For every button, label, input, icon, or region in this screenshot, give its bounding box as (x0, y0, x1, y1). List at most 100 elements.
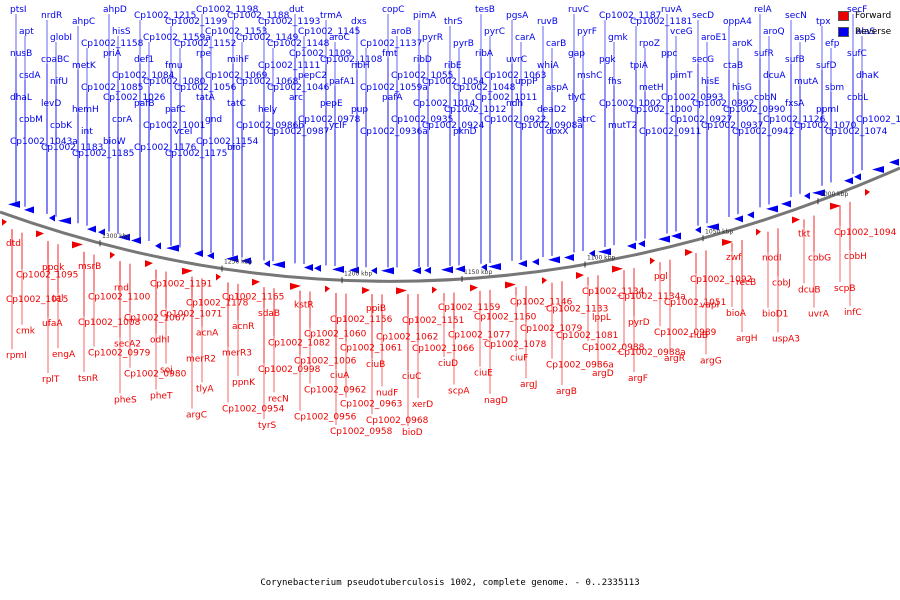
reverse-gene-arrow (314, 264, 321, 272)
forward-gene-label: Cp1002_1134a (618, 292, 686, 302)
scale-label: 1250 kbp (224, 259, 252, 266)
forward-gene-label: Cp1002_1100 (88, 293, 151, 303)
forward-gene-label: rluB (690, 331, 708, 341)
reverse-gene-arrow (24, 206, 34, 214)
reverse-gene-label: Cp1002_1193 (258, 17, 320, 27)
reverse-gene-arrow (118, 233, 130, 241)
reverse-gene-label: ruvA (661, 5, 683, 15)
forward-gene-label: Cp1002_1008 (78, 318, 141, 328)
forward-gene-label: nodI (762, 254, 782, 264)
forward-gene-arrow (792, 216, 800, 224)
forward-gene-label: engA (52, 350, 76, 360)
reverse-gene-arrow (518, 260, 527, 268)
forward-gene-arrow (290, 282, 301, 290)
forward-gene-arrow (576, 272, 584, 280)
forward-gene-label: ciuB (366, 360, 385, 370)
reverse-gene-label: Cp1002_1070 (794, 121, 857, 131)
reverse-gene-label: pepC2 (298, 71, 327, 81)
reverse-gene-label: vceG (670, 27, 693, 37)
reverse-gene-label: Cp1002_1108 (320, 55, 383, 65)
reverse-gene-label: pup (351, 105, 368, 115)
reverse-gene-label: tlyC (568, 93, 586, 103)
reverse-gene-label: Cp1002_1188 (227, 11, 290, 21)
reverse-gene-label: cobK (50, 121, 73, 131)
reverse-gene-label: dhaK (856, 71, 880, 81)
reverse-gene-label: Cp1002_1198 (196, 5, 259, 15)
reverse-gene-label: Cp1002_1159a (143, 33, 211, 43)
reverse-gene-label: Cp1002_0911 (639, 127, 701, 137)
forward-gene-label: vapI (700, 300, 719, 310)
forward-gene-label: argJ (520, 380, 537, 390)
forward-gene-label: kstR (294, 301, 314, 311)
reverse-gene-label: Cp1002_1152 (174, 39, 236, 49)
reverse-gene-arrow (706, 223, 719, 231)
reverse-gene-label: aroQ (763, 27, 785, 37)
reverse-gene-label: csdA (19, 71, 41, 81)
reverse-gene-label: aroB (391, 27, 412, 37)
reverse-gene-label: Cp1002_1080 (143, 77, 206, 87)
reverse-gene-arrow (349, 266, 359, 274)
forward-gene-label: bioD1 (762, 310, 788, 320)
reverse-gene-arrow (304, 264, 313, 272)
reverse-gene-label: tpx (816, 17, 831, 27)
reverse-gene-label: tpiA (630, 61, 649, 71)
legend-item-reverse: Reverse (838, 24, 898, 40)
forward-gene-arrow (830, 202, 841, 210)
reverse-gene-label: pimA (413, 11, 437, 21)
scale-label: 1050 kbp (705, 228, 733, 235)
forward-gene-label: Cp1002_0968 (366, 416, 429, 426)
forward-gene-label: argC (186, 411, 207, 421)
forward-gene-arrow (756, 228, 761, 236)
reverse-gene-label: nusB (10, 49, 32, 59)
reverse-gene-arrow (381, 267, 394, 275)
reverse-gene-arrow (8, 200, 20, 208)
reverse-gene-label: Cp1002_0937 (701, 121, 763, 131)
reverse-gene-label: metH (639, 83, 664, 93)
reverse-gene-label: pyrR (422, 33, 443, 43)
forward-gene-label: uvrA (808, 310, 830, 320)
reverse-gene-label: tatA (196, 93, 216, 103)
reverse-gene-label: pyrF (577, 27, 597, 37)
forward-gene-label: recB (736, 278, 756, 288)
forward-gene-label: ciuE (474, 369, 493, 379)
reverse-gene-label: Cp1002_1137 (360, 39, 422, 49)
reverse-gene-label: Cp1002_1026 (103, 93, 166, 103)
forward-gene-label: merR3 (222, 349, 252, 359)
forward-gene-label: Cp1002_0963 (340, 399, 402, 409)
reverse-gene-label: dxs (351, 17, 367, 27)
reverse-gene-arrow (844, 177, 853, 185)
reverse-gene-label: Cp1002_1055 (391, 71, 453, 81)
reverse-gene-label: secG (692, 55, 714, 65)
reverse-gene-label: Cp1002_1183 (41, 143, 103, 153)
forward-gene-arrow (865, 188, 870, 196)
reverse-gene-label: hely (258, 105, 278, 115)
reverse-gene-label: mihF (227, 55, 249, 65)
reverse-gene-label: fmt (382, 49, 398, 59)
reverse-gene-label: ctaB (723, 61, 743, 71)
reverse-gene-label: Cp1002_1158 (81, 39, 144, 49)
forward-gene-label: Cp1002_1066 (412, 344, 475, 354)
reverse-gene-arrow (854, 173, 861, 181)
forward-swatch (838, 11, 849, 21)
reverse-gene-label: levD (41, 99, 61, 109)
reverse-gene-label: Cp1002_1048 (453, 83, 516, 93)
reverse-gene-label: ycIF (329, 121, 347, 131)
forward-gene-label: Cp1002_1079 (520, 324, 583, 334)
reverse-gene-label: corA (112, 115, 133, 125)
reverse-gene-label: aroK (732, 39, 754, 49)
forward-gene-label: msrB (78, 262, 101, 272)
forward-gene-label: Cp1002_0988 (582, 343, 645, 353)
forward-gene-label: Cp1002_1061 (340, 343, 402, 353)
scale-label: 1000 kbp (820, 191, 848, 198)
forward-gene-label: dtd (6, 239, 21, 249)
forward-gene-label: zwf (726, 253, 742, 263)
reverse-gene-label: mutT2 (608, 121, 637, 131)
forward-gene-label: nagD (484, 396, 508, 406)
reverse-gene-label: hisS (112, 27, 131, 37)
reverse-gene-arrow (49, 214, 55, 222)
forward-gene-label: cobH (844, 252, 867, 262)
reverse-gene-arrow (58, 217, 71, 225)
forward-gene-label: rnd (114, 283, 129, 293)
forward-gene-label: ufaA (42, 319, 63, 329)
forward-gene-label: Cp1002_1067 (124, 314, 186, 324)
